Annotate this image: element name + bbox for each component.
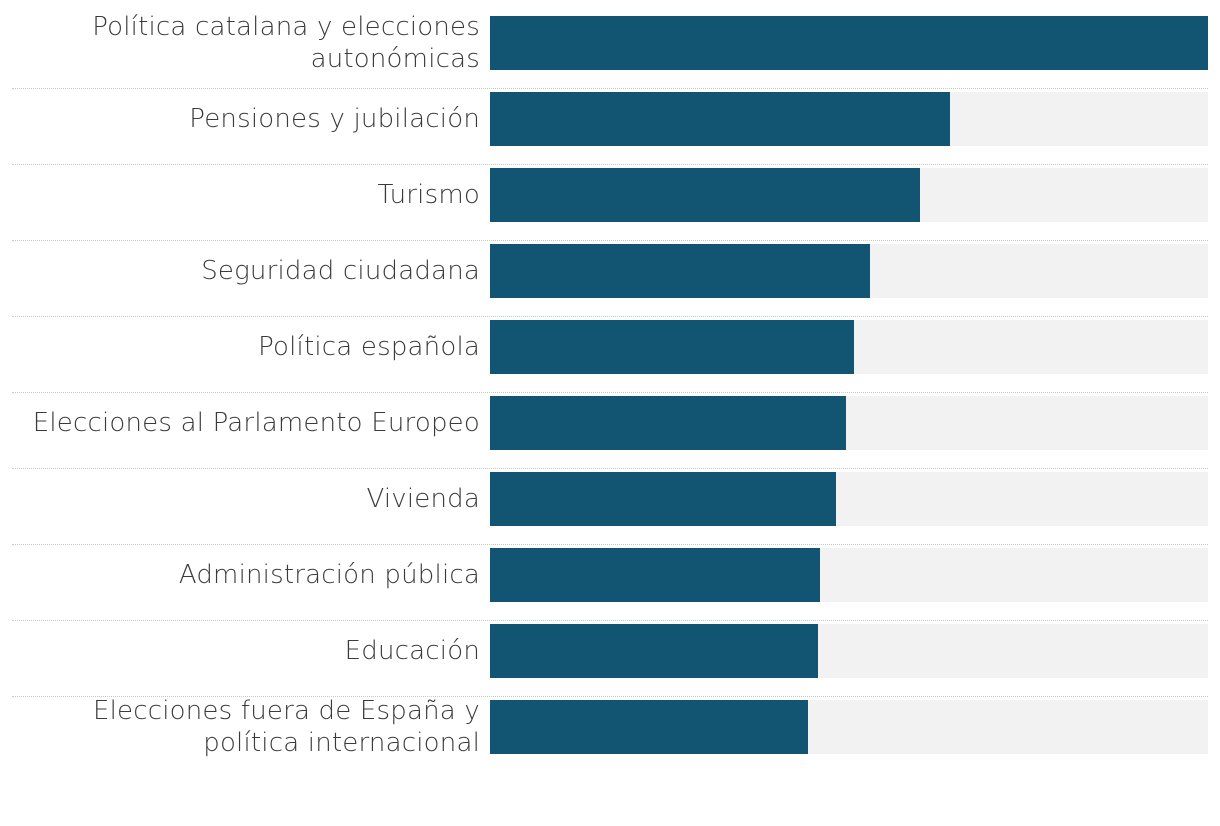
category-label: Elecciones al Parlamento Europeo <box>32 408 480 438</box>
row-divider <box>12 316 1208 317</box>
bar <box>490 624 819 678</box>
bar <box>490 320 855 374</box>
category-label: Turismo <box>377 180 480 210</box>
row-divider <box>12 240 1208 241</box>
bar <box>490 396 847 450</box>
category-label: Vivienda <box>366 484 480 514</box>
category-label: Elecciones fuera de España y política in… <box>92 696 480 758</box>
category-label: Seguridad ciudadana <box>201 256 480 286</box>
row-divider <box>12 696 1208 697</box>
bar <box>490 548 821 602</box>
category-label: Pensiones y jubilación <box>189 104 480 134</box>
row-divider <box>12 164 1208 165</box>
category-label: Política catalana y elecciones autonómic… <box>92 12 480 74</box>
row-divider <box>12 468 1208 469</box>
row-divider <box>12 620 1208 621</box>
category-label: Educación <box>344 636 480 666</box>
bar <box>490 92 951 146</box>
bar <box>490 700 809 754</box>
bar <box>490 16 1208 70</box>
bar <box>490 472 837 526</box>
category-label: Política española <box>258 332 480 362</box>
row-divider <box>12 88 1208 89</box>
bar <box>490 244 870 298</box>
row-divider <box>12 544 1208 545</box>
bar <box>490 168 921 222</box>
row-divider <box>12 392 1208 393</box>
category-label: Administración pública <box>178 560 480 590</box>
